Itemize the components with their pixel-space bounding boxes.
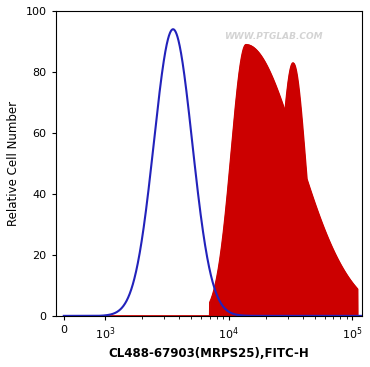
Y-axis label: Relative Cell Number: Relative Cell Number	[7, 101, 20, 226]
Text: WWW.PTGLAB.COM: WWW.PTGLAB.COM	[224, 32, 323, 41]
X-axis label: CL488-67903(MRPS25),FITC-H: CL488-67903(MRPS25),FITC-H	[108, 347, 309, 360]
